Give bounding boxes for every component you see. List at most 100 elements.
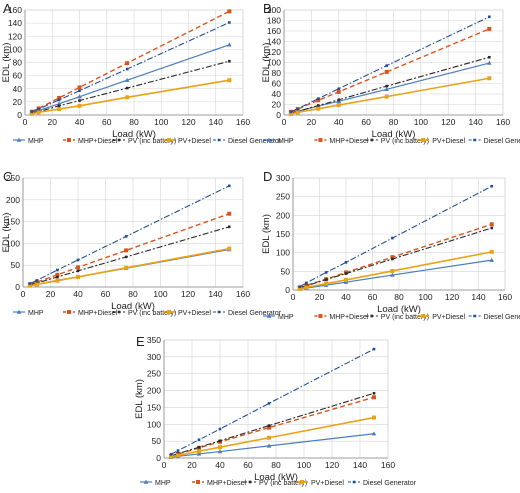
panel-c-series-diesel-generator-point — [35, 279, 39, 282]
panel-d-xtick-label: 120 — [445, 292, 459, 302]
panel-b-ytick-label: 100 — [267, 58, 281, 68]
panel-a-series-diesel-generator-point — [78, 89, 81, 93]
panel-e-series-diesel-generator — [169, 347, 376, 456]
panel-a-series-pv-diesel-point — [77, 103, 82, 108]
panel-d-series-diesel-generator-point — [344, 261, 348, 264]
panel-a-ytick-label: 140 — [8, 18, 22, 28]
panel-b-series-pv-diesel-point — [336, 103, 341, 108]
panel-a-series-diesel-generator-point — [37, 107, 40, 111]
panel-e-legend-mhp-diesel-label: MHP+Diesel — [207, 480, 247, 487]
panel-b-ytick-label: 60 — [272, 79, 282, 89]
panel-d-legend-mhp-diesel-label: MHP+Diesel — [329, 314, 369, 321]
panel-e-series-pv-diesel-point — [169, 454, 173, 459]
panel-a-series-mhp-point — [227, 42, 232, 47]
panel-a-series-diesel-generator-point — [125, 67, 129, 71]
panel-a-series-mhp-diesel-line — [31, 10, 230, 113]
panel-e-legend-mhp-diesel-marker — [196, 480, 200, 484]
panel-c-legend-mhp-diesel-label: MHP+Diesel — [78, 310, 118, 317]
panel-d-series-pv-diesel-point — [344, 277, 348, 282]
panel-e-series-pv-inc-battery-line — [170, 392, 375, 457]
panel-c-series-pv-inc-battery-point — [76, 269, 80, 273]
panel-c-series-pv-diesel-point — [27, 283, 32, 288]
panel-b-series-mhp-diesel-line — [290, 28, 490, 113]
panel-e-label: E — [136, 334, 145, 349]
panel-d-ytick-label: 150 — [276, 229, 290, 239]
panel-e-ytick-label: 0 — [156, 453, 161, 463]
panel-b-series-diesel-generator-point — [296, 107, 299, 110]
panel-c-xtick-label: 40 — [73, 289, 83, 299]
panel-a-series-mhp-diesel-point — [77, 85, 82, 90]
panel-a-series-pv-diesel-point — [227, 78, 232, 83]
panel-d-series-pv-diesel-point — [297, 286, 302, 291]
panel-b-series-diesel-generator-point — [289, 110, 293, 114]
panel-b-series-pv-diesel-point — [288, 111, 293, 116]
panel-b-ytick-label: 40 — [272, 89, 282, 99]
panel-d-xtick-label: 0 — [291, 292, 296, 302]
panel-d-series-diesel-generator — [298, 184, 494, 288]
panel-e-legend-diesel-generator-label: Diesel Generator — [363, 480, 417, 487]
panel-a-series-diesel-generator-point — [228, 21, 231, 24]
panel-a-series-diesel-generator-point — [57, 98, 61, 102]
panel-e-legend: MHP MHP+Diesel PV (inc battery) PV+Diesel Di… — [140, 479, 417, 487]
panel-a-xtick-label: 20 — [48, 117, 58, 127]
panel-e-series-diesel-generator-line — [170, 348, 375, 455]
panel-d-series-pv-inc-battery-point — [324, 278, 328, 281]
panel-a-series-mhp-diesel-point — [125, 61, 130, 66]
panel-c-series-mhp-diesel-point — [227, 211, 232, 216]
panel-b-series-mhp-diesel-point — [316, 98, 321, 103]
panel-b-xtick-label: 160 — [496, 117, 510, 127]
panel-a-series-pv-inc-battery-point — [78, 99, 81, 102]
panel-e-legend-mhp-label: MHP — [155, 480, 171, 487]
panel-d-ytick-label: 250 — [276, 192, 290, 202]
panel-b-series-pv-inc-battery-point — [385, 84, 388, 88]
panel-c-series-diesel-generator-point — [76, 258, 80, 262]
panel-c-ytick-label: 150 — [6, 217, 20, 227]
panel-a-ytick-label: 120 — [8, 31, 22, 41]
panel-b-legend-mhp-diesel-label: MHP+Diesel — [329, 138, 369, 145]
panel-d-xtick-label: 80 — [394, 292, 404, 302]
panel-b-legend: MHP MHP+Diesel PV (inc battery) PV+Diesel Di… — [263, 137, 520, 145]
panel-a-legend-mhp-diesel-label: MHP+Diesel — [78, 138, 118, 145]
panel-b-xtick-label: 40 — [334, 117, 344, 127]
panel-e-series-pv-inc-battery-point — [267, 424, 271, 427]
panel-b-series-mhp-point — [384, 86, 389, 91]
panel-a-xtick-label: 80 — [129, 117, 139, 127]
panel-b-x-axis-label: Load (kW) — [372, 129, 416, 140]
panel-d-series-pv-diesel-point — [324, 281, 329, 286]
panel-a-series-diesel-generator-line — [31, 21, 230, 113]
panel-d-legend-pv-diesel-label: PV+Diesel — [432, 314, 465, 321]
panel-c-series-mhp-diesel-point — [55, 272, 60, 277]
panel-c-label: C — [3, 169, 12, 184]
panel-a-legend-mhp-label: MHP — [28, 138, 44, 145]
panel-c-y-axis-label: EDL (km) — [1, 213, 12, 253]
panel-d-series-diesel-generator-line — [299, 185, 493, 288]
panel-b-ytick-label: 20 — [272, 100, 282, 110]
panel-e-xtick-label: 40 — [215, 460, 225, 470]
panel-e-series-diesel-generator-point — [169, 452, 173, 456]
panel-d-label: D — [263, 169, 272, 184]
panel-c-series-mhp-diesel-point — [76, 265, 80, 270]
panel-b-series-pv-inc-battery-point — [316, 104, 320, 107]
panel-c-xtick-label: 60 — [101, 289, 111, 299]
panel-c-series-pv-diesel-point — [76, 274, 80, 279]
panel-a-series-pv-diesel-point — [36, 110, 41, 115]
panel-d-x-axis-label: Load (kW) — [377, 304, 421, 315]
panel-d-series-diesel-generator-point — [298, 285, 301, 288]
panel-b-legend-pv-diesel-label: PV+Diesel — [432, 138, 465, 145]
panel-b-series-mhp-diesel-point — [384, 69, 389, 74]
panel-a-series-mhp-point — [77, 94, 82, 99]
panel-c-series-pv-diesel-point — [34, 282, 39, 287]
panel-c-xtick-label: 0 — [21, 289, 26, 299]
panel-c-series-diesel-generator-point — [227, 184, 231, 188]
panel-d-series-pv-inc-battery-point — [391, 257, 394, 261]
panel-b-series-pv-diesel-point — [316, 106, 321, 111]
panel-c-legend: MHP MHP+Diesel PV (inc battery) PV+Diesel Di… — [13, 309, 282, 317]
panel-e-series-pv-diesel-point — [197, 449, 201, 454]
panel-b-xtick-label: 100 — [414, 117, 428, 127]
panel-d-xtick-label: 100 — [418, 292, 432, 302]
panel-c-series-pv-diesel — [27, 246, 232, 288]
panel-d-legend-pv-diesel-marker — [421, 314, 426, 318]
panel-b-xtick-label: 0 — [282, 117, 287, 127]
panel-e-series-mhp-point — [371, 431, 377, 436]
panel-e-ytick-label: 200 — [147, 386, 161, 396]
